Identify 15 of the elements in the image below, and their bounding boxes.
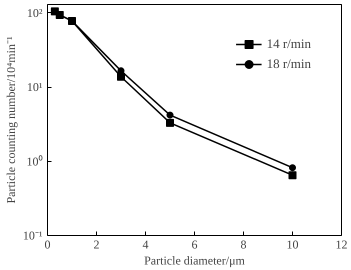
x-tick-label: 2 — [94, 238, 100, 252]
x-tick-label: 0 — [44, 238, 50, 252]
legend-label: 18 r/min — [266, 56, 311, 72]
y-tick-label: 10¹ — [26, 80, 43, 94]
x-tick-label: 8 — [240, 238, 246, 252]
x-tick-label: 4 — [142, 238, 148, 252]
y-tick-label: 10² — [26, 6, 43, 20]
x-axis-title: Particle diameter/μm — [144, 254, 246, 268]
x-tick-label: 10 — [286, 238, 298, 252]
y-axis-title: Particle counting number/10⁴min⁻¹ — [4, 36, 18, 204]
x-tick-label: 6 — [192, 238, 198, 252]
x-tick-label: 12 — [336, 238, 348, 252]
legend-label: 14 r/min — [266, 36, 311, 52]
y-tick-label: 10⁻¹ — [22, 228, 43, 242]
y-tick-label: 10⁰ — [26, 154, 42, 168]
